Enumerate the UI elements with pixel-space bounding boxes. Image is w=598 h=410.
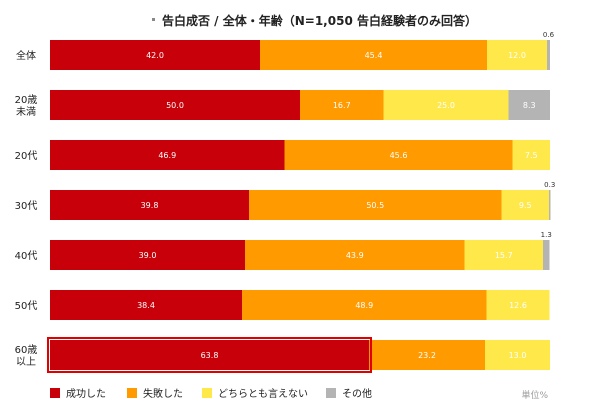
bar-segment [50, 190, 249, 220]
category-label: 全体 [16, 49, 36, 62]
data-label: 15.7 [495, 251, 513, 260]
bar-segment [501, 190, 549, 220]
bar-segment [383, 90, 509, 120]
bar-segment [464, 240, 543, 270]
data-label: 39.0 [139, 251, 157, 260]
bar-row-1: 20歳未満 50.0 16.7 25.0 8.3 [15, 90, 550, 120]
data-label: 8.3 [523, 101, 536, 110]
highlight-frame [47, 337, 372, 373]
data-label: 42.0 [146, 51, 164, 60]
category-label: 40代 [15, 250, 38, 262]
bar-row-5: 50代 38.4 48.9 12.6 [15, 290, 550, 320]
bar-segment [284, 140, 513, 170]
bar-segment [260, 40, 487, 70]
legend-label: その他 [342, 387, 372, 400]
bar-segment [487, 40, 547, 70]
data-label: 46.9 [158, 151, 176, 160]
bar-segment [508, 90, 550, 120]
bar-segment [249, 190, 502, 220]
bar-segment [543, 240, 550, 270]
data-label: 48.9 [355, 301, 373, 310]
legend-label: 成功した [66, 388, 106, 400]
data-label: 16.7 [333, 101, 351, 110]
data-label: 0.3 [544, 181, 555, 189]
bar-row-2: 20代 46.9 45.6 7.5 [15, 140, 550, 170]
bar-segment [242, 290, 487, 320]
category-label: 20歳未満 [15, 94, 38, 118]
bar-segment [300, 90, 384, 120]
bar-segment [485, 340, 550, 370]
data-label: 7.5 [525, 151, 538, 160]
bar-segment [549, 190, 551, 220]
bar-row-3: 30代 39.8 50.5 9.5 0.3 [15, 181, 555, 220]
legend-item: 失敗した [127, 387, 183, 400]
legend-item: 成功した [50, 388, 106, 400]
category-label: 50代 [15, 300, 38, 312]
legend-label: どちらとも言えない [218, 387, 308, 400]
title-bullet [152, 18, 155, 21]
legend-swatch [202, 388, 212, 398]
bar-segment [369, 340, 485, 370]
bar-segment [50, 240, 245, 270]
data-label: 45.4 [365, 51, 383, 60]
legend-swatch [326, 388, 336, 398]
data-label: 39.8 [141, 201, 159, 210]
data-label: 50.0 [166, 101, 184, 110]
bar-segment [50, 340, 369, 370]
data-label: 12.6 [509, 301, 527, 310]
bar-row-4: 40代 39.0 43.9 15.7 1.3 [15, 231, 552, 270]
bar-segment [512, 140, 550, 170]
data-label: 38.4 [137, 301, 155, 310]
data-label: 50.5 [366, 201, 384, 210]
data-label: 45.6 [390, 151, 408, 160]
unit-note: 単位% [521, 389, 548, 401]
bar-segment [245, 240, 465, 270]
bar-segment [50, 40, 260, 70]
data-label: 13.0 [509, 351, 527, 360]
data-label: 63.8 [201, 351, 219, 360]
bar-segment [486, 290, 550, 320]
data-label: 9.5 [519, 201, 532, 210]
data-label: 43.9 [346, 251, 364, 260]
data-label: 23.2 [418, 351, 436, 360]
bar-segment [547, 40, 550, 70]
legend-swatch [127, 388, 137, 398]
bar-row-6: 60歳以上 63.8 23.2 13.0 [15, 337, 550, 373]
category-label: 60歳以上 [15, 344, 38, 368]
legend-item: どちらとも言えない [202, 387, 308, 400]
legend-label: 失敗した [143, 387, 183, 400]
data-label: 12.0 [508, 51, 526, 60]
category-label: 30代 [15, 200, 38, 212]
data-label: 1.3 [541, 231, 552, 239]
category-label: 20代 [15, 150, 38, 162]
data-label: 0.6 [543, 31, 555, 39]
legend-item: その他 [326, 387, 372, 400]
data-label: 25.0 [437, 101, 455, 110]
bar-segment [50, 140, 285, 170]
legend-swatch [50, 388, 60, 398]
bar-segment [50, 290, 242, 320]
chart-title: 告白成否 / 全体・年齢（N=1,050 告白経験者のみ回答） [162, 13, 477, 28]
bar-segment [50, 90, 300, 120]
bar-row-0: 全体 42.0 45.4 12.0 0.6 [16, 31, 555, 70]
